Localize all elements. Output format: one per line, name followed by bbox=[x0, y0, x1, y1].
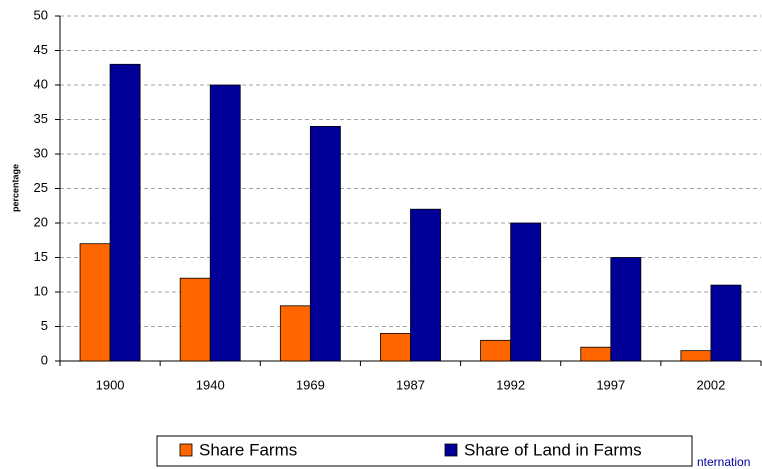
legend-label: Share of Land in Farms bbox=[464, 440, 642, 459]
x-tick-label: 1900 bbox=[96, 377, 125, 392]
y-axis-label: percentage bbox=[10, 164, 20, 212]
bar bbox=[510, 222, 542, 362]
bar bbox=[580, 346, 612, 362]
x-tick-label: 1997 bbox=[596, 377, 625, 392]
bar bbox=[480, 339, 512, 362]
y-tick-label: 50 bbox=[34, 7, 48, 22]
y-tick-label: 45 bbox=[34, 42, 48, 57]
y-tick-label: 5 bbox=[41, 318, 48, 333]
y-tick-label: 35 bbox=[34, 111, 48, 126]
bar bbox=[109, 63, 141, 362]
y-tick-label: 20 bbox=[34, 214, 48, 229]
y-tick-label: 0 bbox=[41, 352, 48, 367]
bar bbox=[410, 208, 441, 362]
bar bbox=[279, 305, 311, 362]
legend-swatch bbox=[444, 443, 458, 457]
bar bbox=[710, 284, 742, 362]
bar bbox=[209, 84, 241, 362]
x-tick-label: 2002 bbox=[696, 377, 725, 392]
y-tick-label: 10 bbox=[34, 283, 48, 298]
bar bbox=[179, 277, 211, 362]
legend-label: Share Farms bbox=[199, 440, 297, 459]
annotation: nternation bbox=[697, 455, 750, 469]
bar bbox=[380, 332, 411, 362]
legend-swatch bbox=[179, 443, 193, 457]
bar bbox=[309, 126, 341, 362]
y-tick-label: 30 bbox=[34, 145, 48, 160]
bar bbox=[680, 350, 712, 362]
y-tick-label: 15 bbox=[34, 249, 48, 264]
bar bbox=[610, 257, 642, 362]
x-tick-label: 1992 bbox=[496, 377, 525, 392]
x-tick-label: 1987 bbox=[396, 377, 425, 392]
y-tick-label: 40 bbox=[34, 76, 48, 91]
bar bbox=[79, 243, 111, 362]
x-tick-label: 1969 bbox=[296, 377, 325, 392]
y-tick-label: 25 bbox=[34, 180, 48, 195]
x-tick-label: 1940 bbox=[196, 377, 225, 392]
legend-box bbox=[156, 435, 693, 467]
